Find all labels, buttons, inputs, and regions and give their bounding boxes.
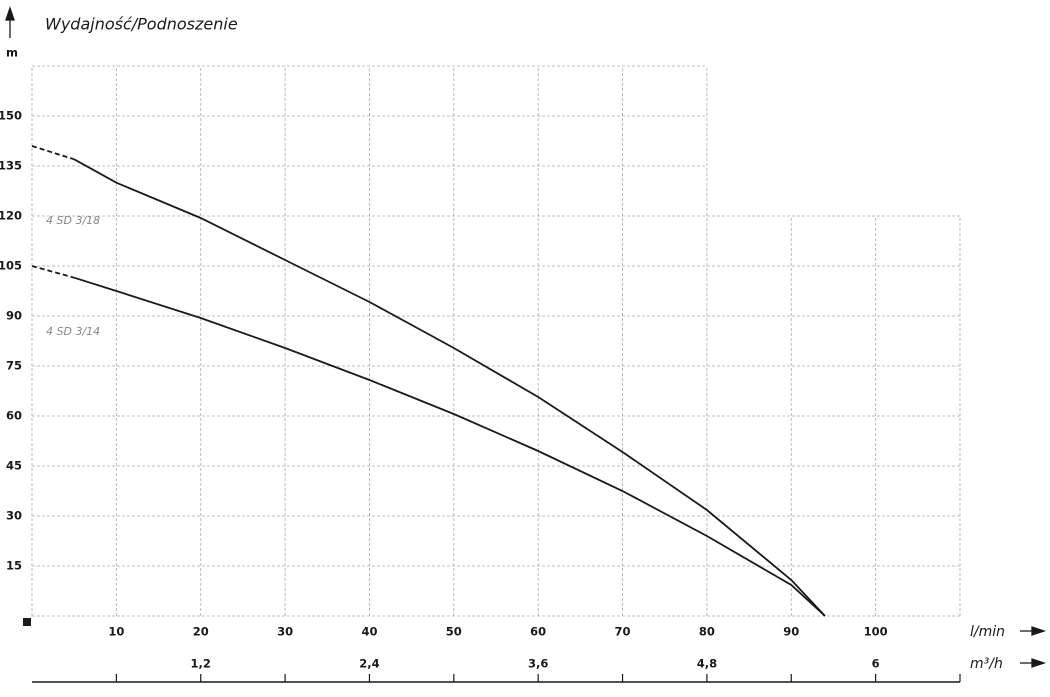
x2-tick-label: 2,4 (359, 657, 379, 671)
y-tick-label: 60 (6, 409, 22, 423)
y-axis-label: m (6, 46, 18, 60)
x2-tick-label: 6 (872, 657, 880, 671)
x-tick-label: 30 (277, 625, 293, 639)
series-label: 4 SD 3/18 (46, 214, 100, 227)
origin-marker (23, 618, 31, 626)
y-tick-label: 90 (6, 309, 22, 323)
x-tick-label: 90 (783, 625, 799, 639)
series-label: 4 SD 3/14 (46, 325, 100, 338)
x2-tick-label: 1,2 (191, 657, 211, 671)
y-tick-label: 135 (0, 159, 22, 173)
series-line-dashed (31, 145, 75, 161)
x2-axis-label: m³/h (970, 656, 1003, 672)
chart-title: Wydajność/Podnoszenie (45, 15, 238, 34)
series-line (73, 158, 826, 617)
y-tick-label: 120 (0, 209, 22, 223)
arrows (5, 5, 1047, 668)
x2-tick-label: 4,8 (697, 657, 717, 671)
x-tick-label: 10 (108, 625, 124, 639)
y-tick-label: 45 (6, 459, 22, 473)
y-tick-label: 75 (6, 359, 22, 373)
y-tick-label: 15 (6, 559, 22, 573)
x-tick-label: 20 (193, 625, 209, 639)
x-axis-label: l/min (970, 624, 1005, 640)
x-tick-label: 100 (864, 625, 888, 639)
x-tick-label: 40 (361, 625, 377, 639)
x-tick-label: 50 (446, 625, 462, 639)
x2-tick-label: 3,6 (528, 657, 548, 671)
y-tick-label: 150 (0, 109, 22, 123)
x-tick-label: 80 (699, 625, 715, 639)
y-tick-label: 30 (6, 509, 22, 523)
series-line (73, 276, 826, 617)
series-line-dashed (31, 265, 75, 279)
x-tick-label: 60 (530, 625, 546, 639)
x-tick-label: 70 (615, 625, 631, 639)
y-tick-label: 105 (0, 259, 22, 273)
